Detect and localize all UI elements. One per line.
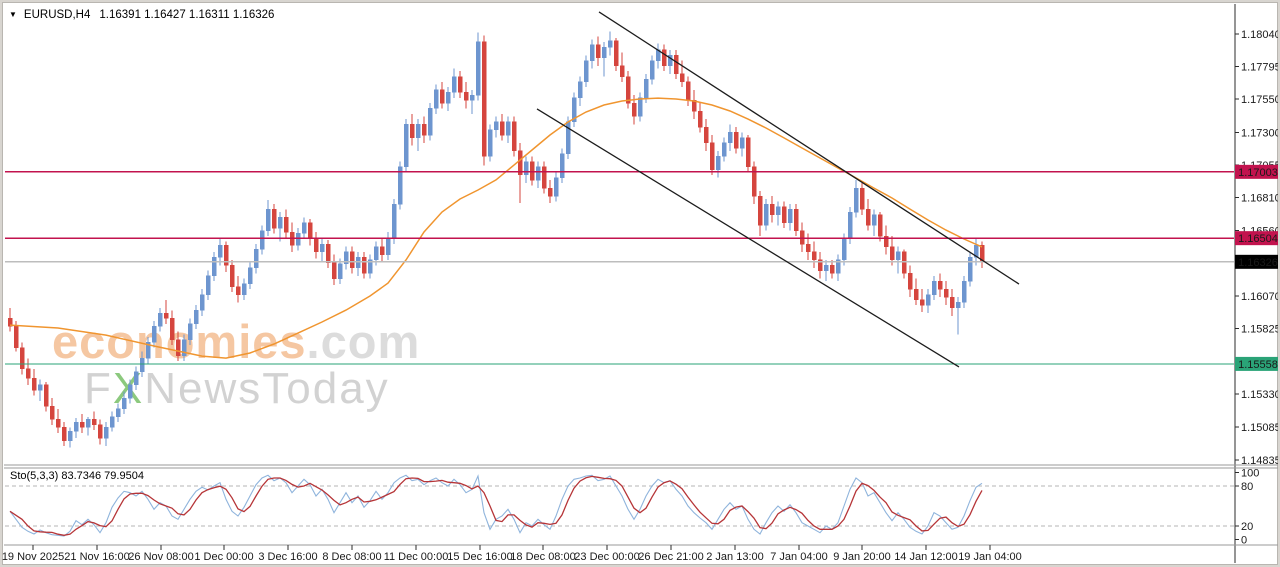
channel-upper[interactable]	[598, 11, 1020, 285]
time-axis-label: 3 Dec 16:00	[258, 551, 317, 563]
time-axis-label: 1 Dec 00:00	[194, 551, 253, 563]
symbol-dropdown-icon[interactable]: ▼	[9, 10, 17, 19]
price-axis-label: 1.17795	[1241, 62, 1280, 74]
price-axis-label: 1.15825	[1241, 323, 1280, 335]
panel-separator	[4, 464, 1278, 546]
svg-text:1.17003: 1.17003	[1238, 167, 1278, 179]
time-axis-label: 19 Jan 04:00	[958, 551, 1022, 563]
time-axis-label: 9 Jan 20:00	[833, 551, 891, 563]
stoch-d-line[interactable]	[9, 475, 983, 536]
time-axis-label: 7 Jan 04:00	[770, 551, 828, 563]
time-axis-label: 19 Nov 2025	[2, 551, 64, 563]
time-axis-label: 14 Jan 12:00	[894, 551, 958, 563]
price-axis-label: 1.15330	[1241, 389, 1280, 401]
price-axis-label: 1.16810	[1241, 192, 1280, 204]
symbol-period-label: EURUSD,H4	[23, 9, 91, 21]
time-axis-label: 8 Dec 08:00	[322, 551, 381, 563]
stochastic-label: Sto(5,3,3) 83.7346 79.9504	[10, 470, 144, 482]
price-badge-resistance-2: 1.16504	[1235, 231, 1278, 246]
price-axis-label: 1.18040	[1241, 29, 1280, 41]
channel-lower[interactable]	[536, 108, 960, 368]
svg-text:1.15558: 1.15558	[1238, 359, 1278, 371]
candlestick-layer	[7, 31, 985, 448]
svg-text:1.16326: 1.16326	[1238, 257, 1278, 269]
stoch-axis-label: 80	[1241, 481, 1253, 493]
price-badge-resistance-1: 1.17003	[1235, 164, 1278, 179]
ohlc-readout: ▼ EURUSD,H4 1.16391 1.16427 1.16311 1.1632…	[9, 9, 274, 21]
price-axis-label: 1.17300	[1241, 127, 1280, 139]
price-badge-current: 1.16326	[1235, 254, 1278, 269]
price-axis-label: 1.17550	[1241, 94, 1280, 106]
stoch-axis-label: 0	[1241, 534, 1247, 546]
price-axis-label: 1.16070	[1241, 291, 1280, 303]
svg-text:1.16504: 1.16504	[1238, 233, 1278, 245]
price-badge-support: 1.15558	[1235, 356, 1278, 371]
time-axis-label: 18 Dec 08:00	[510, 551, 575, 563]
time-axis-label: 15 Dec 16:00	[447, 551, 512, 563]
time-axis-label: 2 Jan 13:00	[706, 551, 764, 563]
time-axis-label: 26 Dec 21:00	[638, 551, 703, 563]
price-axis-label: 1.14835	[1241, 455, 1280, 467]
time-axis-label: 26 Nov 08:00	[128, 551, 193, 563]
stoch-axis-label: 100	[1241, 468, 1259, 480]
price-axis: 1.180401.177951.175501.173001.170551.168…	[1234, 4, 1280, 563]
time-axis-label: 21 Nov 16:00	[64, 551, 129, 563]
time-axis-label: 11 Dec 00:00	[384, 551, 449, 563]
watermark-brand: economies.com	[52, 315, 421, 368]
stoch-levels	[5, 485, 1234, 527]
time-axis-label: 23 Dec 00:00	[574, 551, 639, 563]
price-axis-label: 1.15085	[1241, 422, 1280, 434]
stoch-axis-label: 20	[1241, 521, 1253, 533]
ohlc-values: 1.16391 1.16427 1.16311 1.16326	[99, 9, 275, 21]
